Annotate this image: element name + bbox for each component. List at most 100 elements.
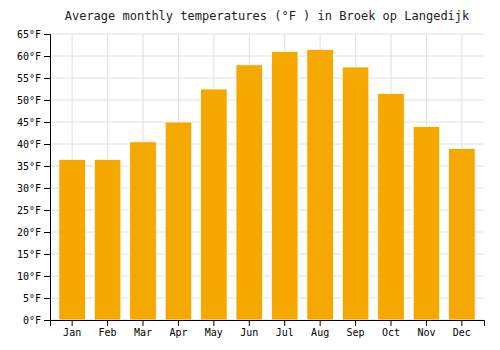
y-tick-label: 25°F [17, 205, 41, 216]
bar [165, 122, 192, 320]
y-tick-mark [44, 144, 50, 145]
y-tick-label: 35°F [17, 161, 41, 172]
x-tick-label: Mar [134, 327, 152, 338]
x-tick-mark [461, 320, 462, 326]
bar [59, 159, 86, 320]
x-tick-label: Jun [240, 327, 258, 338]
y-tick: 35°F [17, 161, 50, 172]
y-tick-label: 45°F [17, 117, 41, 128]
x-tick-label: Dec [453, 327, 471, 338]
y-tick-label: 20°F [17, 227, 41, 238]
y-tick: 10°F [17, 271, 50, 282]
x-tick-label: Jan [63, 327, 81, 338]
y-tick-mark [44, 232, 50, 233]
y-tick-label: 50°F [17, 95, 41, 106]
x-tick-mark [107, 320, 108, 326]
x-tick-label: Nov [417, 327, 435, 338]
y-tick-label: 15°F [17, 249, 41, 260]
y-tick-label: 0°F [23, 315, 41, 326]
bar [449, 148, 476, 320]
x-tick: Jun [240, 320, 258, 338]
plot-area: 0°F 5°F 10°F 15°F 20°F 25°F 30°F 35°F 40°F 45°F 50… [17, 29, 485, 338]
y-tick-mark [44, 122, 50, 123]
x-axis: Jan Feb Mar Apr May Jun Jul Aug Sep Oct Nov Dec [51, 320, 485, 338]
chart: 0°F 5°F 10°F 15°F 20°F 25°F 30°F 35°F 40°F 45°F 50… [0, 0, 500, 350]
y-tick-label: 30°F [17, 183, 41, 194]
x-tick: Nov [417, 320, 435, 338]
y-grid-line [50, 122, 484, 123]
x-tick: Jul [276, 320, 294, 338]
bar [271, 52, 298, 320]
x-tick-mark [178, 320, 179, 326]
x-tick-mark [72, 320, 73, 326]
bar [236, 65, 263, 320]
y-tick: 0°F [23, 315, 50, 326]
x-tick: Jan [63, 320, 81, 338]
x-tick-mark [426, 320, 427, 326]
title: Average monthly temperatures (°F ) in Br… [65, 9, 470, 23]
x-tick-label: Jul [276, 327, 294, 338]
bars [59, 49, 475, 320]
y-tick: 15°F [17, 249, 50, 260]
y-grid-line [50, 34, 484, 35]
y-tick: 25°F [17, 205, 50, 216]
y-tick-label: 60°F [17, 51, 41, 62]
grid [50, 34, 484, 320]
y-tick-mark [44, 320, 50, 321]
y-tick: 20°F [17, 227, 50, 238]
y-tick: 55°F [17, 73, 50, 84]
x-tick-mark [320, 320, 321, 326]
x-tick-mark [249, 320, 250, 326]
bar [94, 159, 121, 320]
x-tick-mark [143, 320, 144, 326]
bar [413, 126, 440, 320]
x-axis-line [51, 321, 485, 327]
y-axis-line [44, 35, 51, 321]
x-tick-mark [213, 320, 214, 326]
x-tick-label: Apr [169, 327, 187, 338]
y-tick: 45°F [17, 117, 50, 128]
y-tick-mark [44, 210, 50, 211]
y-tick-label: 55°F [17, 73, 41, 84]
y-tick-label: 65°F [17, 29, 41, 40]
x-tick-label: Oct [382, 327, 400, 338]
y-grid-line [50, 100, 484, 101]
y-grid-line [50, 56, 484, 57]
y-tick: 50°F [17, 95, 50, 106]
bar [378, 93, 405, 320]
x-tick-label: Sep [347, 327, 365, 338]
x-tick-label: May [205, 327, 223, 338]
y-tick: 30°F [17, 183, 50, 194]
x-tick: Dec [453, 320, 471, 338]
y-tick-mark [44, 166, 50, 167]
x-tick-label: Aug [311, 327, 329, 338]
y-tick: 60°F [17, 51, 50, 62]
y-tick: 65°F [17, 29, 50, 40]
x-tick: Aug [311, 320, 329, 338]
y-tick-label: 40°F [17, 139, 41, 150]
x-tick-mark [355, 320, 356, 326]
x-tick: Mar [134, 320, 152, 338]
y-tick-mark [44, 254, 50, 255]
y-tick: 5°F [23, 293, 50, 304]
x-tick-mark [391, 320, 392, 326]
bar [201, 89, 228, 320]
x-tick: Feb [99, 320, 117, 338]
bar [342, 67, 369, 320]
y-grid-line [50, 78, 484, 79]
x-tick: Sep [347, 320, 365, 338]
x-tick: Oct [382, 320, 400, 338]
y-tick: 40°F [17, 139, 50, 150]
y-tick-mark [44, 34, 50, 35]
x-tick-mark [284, 320, 285, 326]
y-tick-label: 10°F [17, 271, 41, 282]
y-tick-mark [44, 56, 50, 57]
y-tick-mark [44, 298, 50, 299]
y-tick-label: 5°F [23, 293, 41, 304]
y-axis: 0°F 5°F 10°F 15°F 20°F 25°F 30°F 35°F 40°F 45°F 50… [17, 29, 51, 326]
y-tick-mark [44, 276, 50, 277]
y-tick-mark [44, 100, 50, 101]
y-tick-mark [44, 188, 50, 189]
x-tick: May [205, 320, 223, 338]
y-tick-mark [44, 78, 50, 79]
